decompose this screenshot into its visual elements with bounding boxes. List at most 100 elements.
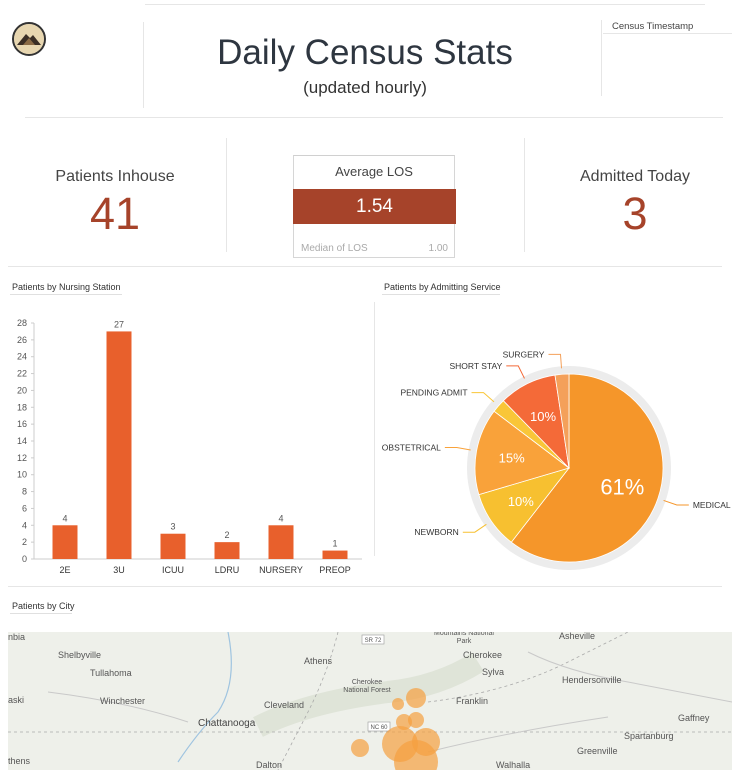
x-category-label: 3U (113, 565, 125, 575)
bar-value-label: 27 (114, 319, 124, 329)
city-label: Sylva (482, 667, 505, 677)
charts-divider (374, 302, 375, 556)
city-label: Winchester (100, 696, 146, 706)
city-label: Walhalla (496, 760, 531, 770)
page-subtitle: (updated hourly) (303, 78, 427, 97)
pie-category-label: SURGERY (503, 349, 545, 359)
header-top-rule (145, 4, 705, 5)
city-label: Gaffney (678, 713, 710, 723)
nursing-bar-chart: 024681012141618202224262842E273U3ICUU2LD… (17, 318, 362, 575)
pie-leader-line (444, 447, 471, 451)
pie-leader-line (663, 499, 689, 506)
x-category-label: ICUU (162, 565, 184, 575)
los-value: 1.54 (356, 196, 393, 217)
y-tick-label: 28 (17, 318, 27, 328)
inhouse-label: Patients Inhouse (55, 168, 175, 185)
y-tick-label: 16 (17, 419, 27, 429)
inhouse-value: 41 (89, 188, 141, 239)
city-label: Hendersonville (562, 675, 622, 685)
city-title-underline (10, 613, 72, 614)
kpi-bottom-rule (8, 266, 722, 267)
timestamp-underline (603, 33, 732, 34)
y-tick-label: 12 (17, 453, 27, 463)
y-tick-label: 26 (17, 335, 27, 345)
pie-leader-line (471, 392, 495, 403)
city-label: Cherokee (463, 650, 503, 660)
pie-category-label: SHORT STAY (450, 361, 503, 371)
pie-category-label: PENDING ADMIT (400, 388, 467, 398)
pie-slice-obstetrical[interactable] (474, 410, 570, 496)
bar-value-label: 4 (278, 513, 283, 523)
bar-value-label: 2 (224, 530, 229, 540)
charts-bottom-rule (8, 586, 722, 587)
city-label: Asheville (559, 632, 596, 641)
city-map[interactable]: SR 72 NC 60 nbia Shelbyville Tullahoma a… (8, 632, 732, 770)
admitted-label: Admitted Today (580, 168, 690, 185)
pie-leader-line (548, 353, 563, 369)
y-tick-label: 10 (17, 470, 27, 480)
admitting-title-underline (382, 294, 500, 295)
pie-slice-surgery[interactable] (554, 373, 570, 469)
x-category-label: LDRU (215, 565, 240, 575)
median-label: Median of LOS (301, 243, 368, 254)
city-label: Greenville (577, 746, 618, 756)
city-label: Mountains National Park (434, 632, 494, 645)
bar-nursery[interactable] (268, 525, 294, 559)
y-tick-label: 8 (22, 487, 27, 497)
nursing-section-title: Patients by Nursing Station (12, 282, 121, 292)
city-label: Franklin (456, 696, 489, 706)
pie-category-label: NEWBORN (414, 527, 458, 537)
city-label: Dalton (256, 760, 283, 770)
median-value: 1.00 (428, 243, 448, 254)
bar-icuu[interactable] (160, 533, 186, 559)
pie-percent-label: 10% (530, 409, 556, 424)
kpi-divider-1 (226, 138, 227, 252)
pie-leader-line (462, 523, 487, 533)
pie-percent-label: 15% (499, 451, 525, 466)
nursing-title-underline (10, 294, 122, 295)
city-label: aski (8, 695, 25, 705)
pie-slice-medical[interactable] (510, 373, 664, 563)
kpi-divider-2 (524, 138, 525, 252)
y-tick-label: 0 (22, 554, 27, 564)
bar-2e[interactable] (52, 525, 78, 559)
admitted-value: 3 (622, 188, 648, 239)
logo (12, 22, 46, 56)
x-category-label: NURSERY (259, 565, 303, 575)
city-label: Chattanooga (198, 718, 256, 729)
los-bar (293, 189, 456, 224)
header-bottom-rule (25, 117, 723, 118)
y-tick-label: 22 (17, 369, 27, 379)
road-label-sr72: SR 72 (365, 638, 382, 644)
patient-bubble[interactable] (392, 698, 404, 710)
patient-bubble[interactable] (394, 740, 438, 770)
city-label: Tullahoma (90, 668, 132, 678)
bar-ldru[interactable] (214, 542, 240, 559)
patient-bubble[interactable] (406, 688, 426, 708)
bar-3u[interactable] (106, 331, 132, 559)
road-label-nc60: NC 60 (370, 725, 388, 731)
city-label: nbia (8, 632, 26, 642)
patient-bubble[interactable] (351, 739, 369, 757)
pie-category-label: OBSTETRICAL (382, 443, 441, 453)
admitting-pie-chart: 61% MEDICAL 10% NEWBORN 15% OBSTETRICAL PENDIN… (382, 349, 731, 570)
city-label: Cherokee National Forest (343, 679, 391, 694)
y-tick-label: 14 (17, 436, 27, 446)
y-tick-label: 24 (17, 352, 27, 362)
city-label: Athens (304, 656, 333, 666)
y-tick-label: 18 (17, 402, 27, 412)
page-title: Daily Census Stats (217, 33, 513, 72)
pie-percent-label: 10% (508, 494, 534, 509)
pie-category-label: MEDICAL (693, 500, 731, 510)
map-basemap: SR 72 NC 60 (8, 632, 732, 770)
bar-preop[interactable] (322, 550, 348, 559)
y-tick-label: 2 (22, 537, 27, 547)
city-section-title: Patients by City (12, 601, 75, 611)
bar-value-label: 1 (332, 539, 337, 549)
y-tick-label: 6 (22, 503, 27, 513)
x-category-label: PREOP (319, 565, 351, 575)
city-label: Cleveland (264, 700, 305, 710)
header-divider-left (143, 22, 144, 108)
patient-bubble[interactable] (408, 712, 424, 728)
timestamp-panel-border (601, 20, 602, 96)
